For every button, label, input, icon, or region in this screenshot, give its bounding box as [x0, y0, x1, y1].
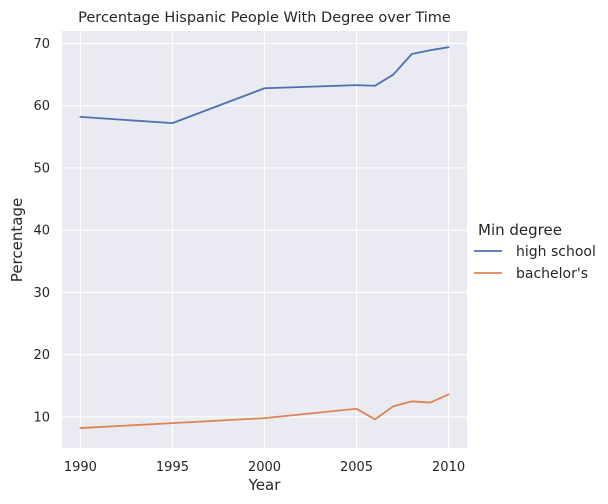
y-tick-label: 20 — [33, 348, 50, 363]
y-tick-label: 60 — [33, 99, 50, 114]
series-line-0 — [79, 46, 450, 125]
x-tick-label: 2005 — [340, 460, 373, 475]
y-tick-label: 40 — [33, 224, 50, 239]
series-line-1 — [79, 393, 450, 429]
y-axis-title: Percentage — [8, 198, 26, 282]
grid-lines — [62, 31, 467, 448]
legend-entry: high school — [516, 244, 596, 260]
y-tick-label: 30 — [33, 286, 50, 301]
legend-entry: bachelor's — [516, 266, 588, 282]
x-tick-label: 2010 — [432, 460, 465, 475]
series-layer — [79, 46, 450, 429]
x-axis-ticks: 1990 1995 2000 2005 2010 — [64, 460, 465, 475]
x-tick-label: 1990 — [64, 460, 97, 475]
y-tick-label: 10 — [33, 410, 50, 425]
y-tick-label: 50 — [33, 161, 50, 176]
y-tick-label: 70 — [33, 37, 50, 52]
x-axis-title: Year — [248, 476, 282, 494]
chart-title: Percentage Hispanic People With Degree o… — [78, 10, 451, 26]
y-axis-ticks: 10 20 30 40 50 60 70 — [33, 37, 50, 425]
x-tick-label: 1995 — [156, 460, 189, 475]
legend-title: Min degree — [478, 221, 562, 239]
x-tick-label: 2000 — [248, 460, 281, 475]
legend: Min degree high school bachelor's — [474, 221, 596, 282]
